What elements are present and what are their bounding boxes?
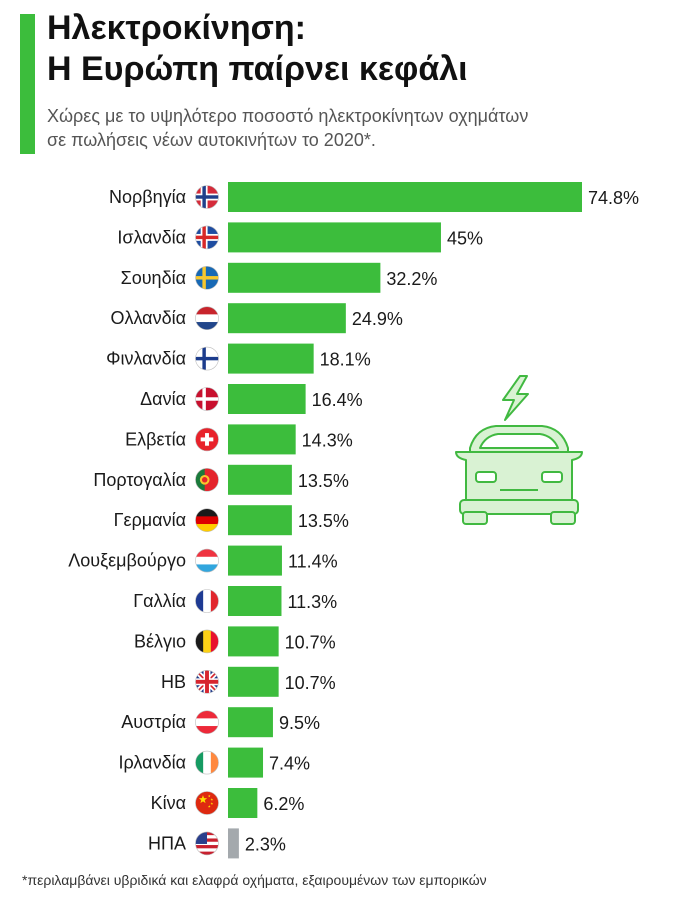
value-label: 10.7%: [285, 632, 336, 652]
category-label: ΗΠΑ: [148, 833, 186, 853]
value-label: 10.7%: [285, 673, 336, 693]
category-label: Ισλανδία: [117, 227, 186, 247]
bar: [228, 384, 306, 414]
bar: [228, 788, 258, 818]
denmark-flag-icon: [195, 387, 219, 411]
category-label: ΗΒ: [161, 672, 186, 692]
subtitle-line-1: Χώρες με το υψηλότερο ποσοστό ηλεκτροκίν…: [47, 106, 529, 126]
value-label: 7.4%: [269, 754, 310, 774]
luxembourg-flag-icon: [195, 549, 219, 573]
bar: [228, 626, 279, 657]
usa-flag-icon: [195, 831, 219, 855]
value-label: 9.5%: [279, 713, 320, 733]
category-label: Νορβηγία: [109, 187, 186, 207]
category-label: Γαλλία: [133, 591, 186, 611]
value-label: 14.3%: [302, 430, 353, 450]
value-label: 32.2%: [386, 269, 437, 289]
bar: [228, 222, 441, 253]
austria-flag-icon: [195, 710, 219, 734]
value-label: 18.1%: [320, 350, 371, 370]
value-label: 11.4%: [288, 552, 338, 572]
bar: [228, 303, 346, 334]
category-label: Πορτογαλία: [93, 470, 186, 490]
bar: [228, 505, 292, 536]
value-label: 2.3%: [245, 834, 286, 854]
category-label: Κίνα: [151, 793, 186, 813]
footnote: *περιλαμβάνει υβριδικά και ελαφρά οχήματ…: [22, 872, 487, 888]
value-label: 74.8%: [588, 188, 639, 208]
portugal-flag-icon: [195, 468, 219, 492]
bar: [228, 747, 264, 778]
subtitle-line-2: σε πωλήσεις νέων αυτοκινήτων το 2020*.: [47, 130, 376, 150]
bar: [228, 182, 582, 212]
category-label: Δανία: [140, 389, 186, 409]
bar: [228, 666, 279, 697]
value-label: 6.2%: [263, 794, 304, 814]
title-line-1: Ηλεκτροκίνηση:: [47, 9, 306, 47]
bar: [228, 707, 273, 738]
chart-subtitle: Χώρες με το υψηλότερο ποσοστό ηλεκτροκίν…: [47, 104, 677, 152]
belgium-flag-icon: [195, 629, 219, 653]
netherlands-flag-icon: [195, 306, 219, 330]
bar: [228, 586, 282, 616]
value-label: 11.3%: [287, 592, 337, 612]
category-label: Γερμανία: [114, 510, 186, 530]
bar: [228, 424, 296, 455]
value-label: 13.5%: [298, 471, 349, 491]
category-label: Αυστρία: [121, 712, 186, 732]
iceland-flag-icon: [195, 225, 219, 249]
chart-title: Ηλεκτροκίνηση: Η Ευρώπη παίρνει κεφάλι: [47, 8, 468, 90]
category-label: Ολλανδία: [110, 308, 186, 328]
uk-flag-icon: [195, 670, 219, 694]
electric-car-icon: [455, 375, 583, 525]
title-line-2: Η Ευρώπη παίρνει κεφάλι: [47, 50, 468, 88]
ireland-flag-icon: [195, 751, 219, 775]
category-label: Βέλγιο: [134, 631, 186, 651]
norway-flag-icon: [195, 185, 219, 209]
category-label: Σουηδία: [121, 268, 186, 288]
value-label: 13.5%: [298, 511, 349, 531]
china-flag-icon: [195, 791, 219, 815]
accent-bar: [20, 14, 35, 154]
value-label: 45%: [447, 228, 483, 248]
germany-flag-icon: [195, 508, 219, 532]
switzerland-flag-icon: [195, 427, 219, 451]
sweden-flag-icon: [195, 266, 219, 290]
france-flag-icon: [195, 589, 219, 613]
bar: [228, 828, 239, 859]
bar: [228, 343, 314, 374]
bar: [228, 464, 292, 495]
category-label: Ελβετία: [125, 429, 186, 449]
bar: [228, 545, 282, 576]
category-label: Φινλανδία: [106, 349, 186, 369]
category-label: Ιρλανδία: [119, 753, 186, 773]
finland-flag-icon: [195, 347, 219, 371]
category-label: Λουξεμβούργο: [68, 551, 186, 571]
bar: [228, 262, 381, 293]
value-label: 24.9%: [352, 309, 403, 329]
value-label: 16.4%: [312, 390, 363, 410]
